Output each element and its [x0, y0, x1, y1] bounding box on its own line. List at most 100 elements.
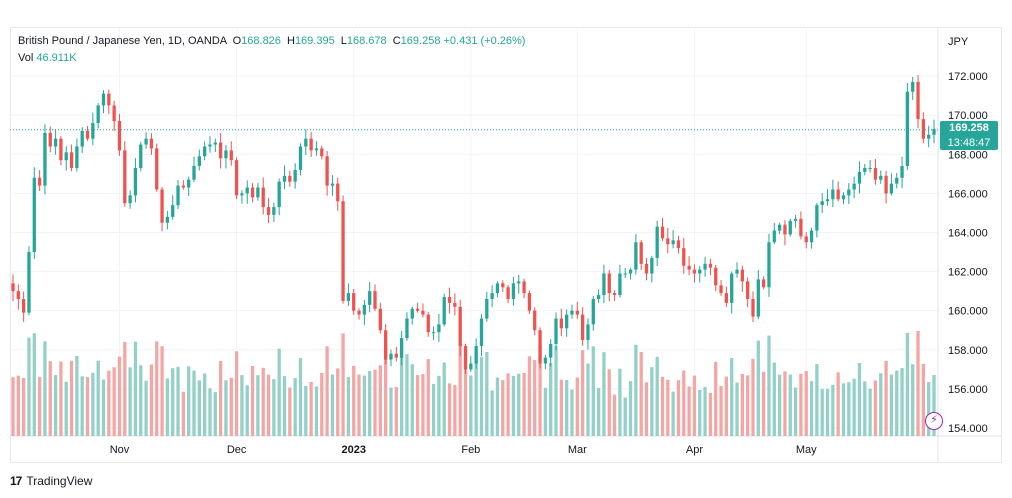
volume-bar	[399, 356, 404, 436]
volume-bar	[410, 364, 414, 436]
candle-body	[447, 297, 452, 303]
candle-body	[905, 91, 910, 167]
volume-bar	[634, 344, 638, 436]
candle-body	[405, 318, 409, 339]
volume-bar	[485, 351, 489, 436]
volume-bar	[463, 359, 468, 436]
tradingview-logo-icon[interactable]: 17	[10, 474, 22, 488]
candle-body	[442, 297, 446, 325]
volume-bar	[655, 356, 659, 436]
candle-body	[580, 314, 585, 341]
candle-body	[16, 291, 20, 299]
volume-bar	[751, 358, 755, 436]
volume-bar	[112, 367, 116, 436]
volume-bar	[378, 365, 382, 436]
volume-bar	[549, 363, 553, 436]
candle-body	[128, 195, 132, 204]
volume-bar	[155, 341, 159, 436]
volume-bar	[479, 357, 484, 436]
candle-body	[831, 189, 835, 200]
candle-body	[607, 273, 611, 294]
volume-bar	[373, 369, 377, 436]
candle-body	[783, 224, 787, 235]
volume-bar	[458, 343, 462, 436]
candle-body	[410, 308, 414, 319]
volume-bar	[437, 375, 441, 436]
candle-body	[277, 181, 281, 208]
candle-body	[224, 150, 228, 159]
candle-body	[495, 283, 500, 294]
candle-body	[501, 283, 505, 288]
candle-body	[176, 185, 180, 206]
candle-body	[123, 150, 127, 204]
y-tick-label: 172.000	[948, 71, 988, 83]
candle-body	[804, 236, 808, 243]
candle-body	[69, 152, 74, 168]
candle-body	[96, 105, 100, 124]
volume-bar	[213, 392, 217, 436]
volume-bar	[506, 373, 510, 436]
volume-bar	[591, 346, 595, 436]
candle-body	[932, 128, 936, 135]
volume-bar	[857, 363, 862, 436]
candle-body	[453, 302, 457, 307]
candle-body	[575, 310, 579, 315]
candle-body	[213, 142, 217, 145]
candle-body	[879, 175, 883, 180]
candle-body	[37, 177, 42, 186]
volume-bar	[586, 363, 590, 436]
candle-body	[884, 175, 888, 194]
volume-bar	[607, 369, 611, 436]
volume-bar	[911, 364, 915, 436]
candle-body	[245, 187, 249, 194]
candle-body	[911, 81, 915, 92]
x-tick-label: Apr	[686, 444, 703, 456]
volume-bar	[469, 375, 473, 436]
volume-bar	[761, 371, 766, 436]
candle-body	[628, 269, 633, 274]
candle-body	[341, 201, 345, 301]
volume-bar	[277, 348, 281, 436]
candle-body	[298, 146, 303, 170]
candle-body	[266, 207, 271, 215]
volume-bar	[11, 377, 15, 436]
volume-bar	[123, 341, 127, 436]
candle-body	[895, 177, 899, 184]
candle-body	[538, 330, 542, 364]
candle-body	[735, 269, 739, 274]
lightning-icon[interactable]: ⚡	[925, 412, 943, 430]
candle-body	[549, 343, 553, 358]
volume-bar	[192, 370, 196, 436]
candle-body	[836, 189, 840, 200]
volume-bar	[783, 371, 787, 436]
volume-bar	[676, 380, 681, 436]
volume-bar	[756, 340, 760, 436]
candle-body	[623, 273, 627, 275]
volume-bar	[495, 377, 500, 436]
volume-bar	[527, 356, 532, 436]
volume-bar	[873, 380, 878, 436]
volume-bar	[815, 363, 819, 436]
candle-body	[117, 121, 122, 151]
candle-body	[368, 291, 372, 305]
volume-bar	[825, 388, 830, 436]
candle-body	[799, 218, 803, 237]
volume-bar	[229, 377, 233, 436]
candle-body	[889, 183, 894, 194]
candle-body	[522, 281, 526, 294]
volume-bar	[149, 364, 154, 436]
volume-bar	[181, 391, 186, 436]
volume-bar	[533, 360, 537, 436]
volume-bar	[352, 365, 356, 436]
volume-bar	[575, 377, 579, 436]
candle-body	[586, 324, 590, 341]
volume-bar	[820, 388, 824, 436]
volume-bar	[384, 344, 388, 436]
legend-symbol: British Pound / Japanese Yen, 1D, OANDA	[18, 35, 227, 47]
candle-body	[11, 283, 15, 292]
candle-body	[921, 119, 926, 139]
volume-bar	[612, 394, 617, 436]
volume-bar	[133, 341, 138, 436]
candle-body	[293, 169, 297, 182]
